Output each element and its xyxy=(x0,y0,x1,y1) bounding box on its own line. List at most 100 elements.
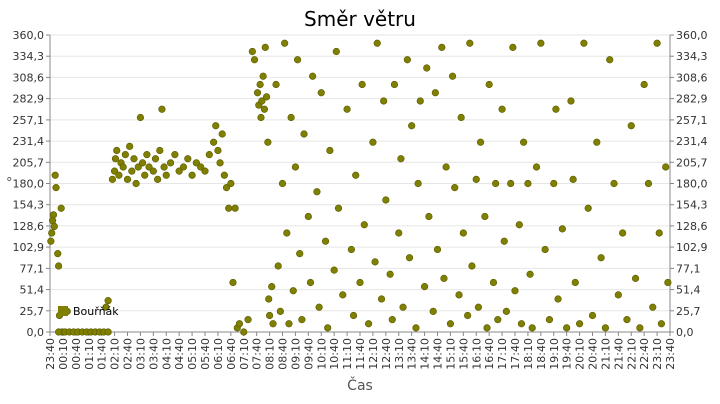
point xyxy=(425,212,433,221)
point xyxy=(262,93,271,101)
point xyxy=(259,72,267,80)
point xyxy=(429,307,437,315)
point xyxy=(371,258,379,266)
point xyxy=(515,221,523,229)
x-tick-label: 18:40 xyxy=(535,338,548,370)
x-tick-label: 15:10 xyxy=(444,338,457,370)
point xyxy=(334,204,343,212)
point xyxy=(134,163,142,171)
point xyxy=(104,328,112,336)
point xyxy=(343,105,351,113)
point xyxy=(269,320,277,328)
point xyxy=(102,303,110,311)
point xyxy=(386,270,394,278)
point xyxy=(492,179,500,188)
point xyxy=(558,225,566,233)
x-tick-label: 06:40 xyxy=(225,338,238,370)
point xyxy=(108,175,117,183)
point xyxy=(468,262,476,270)
y-tick-label: 360,0 xyxy=(13,29,45,42)
point xyxy=(205,151,213,159)
x-tick-label: 23:40 xyxy=(664,338,677,370)
point xyxy=(532,163,541,171)
x-tick-label: 18:10 xyxy=(522,338,535,370)
point xyxy=(494,316,502,324)
point xyxy=(281,39,289,47)
point xyxy=(412,324,420,332)
y-tick-label: 282,9 xyxy=(13,93,45,106)
y2-tick-label: 25,7 xyxy=(676,305,701,318)
point xyxy=(214,146,222,155)
y2-tick-label: 154,3 xyxy=(676,199,708,212)
x-tick-label: 03:10 xyxy=(134,338,147,370)
point xyxy=(390,80,399,89)
x-tick-label: 09:40 xyxy=(302,338,315,370)
point xyxy=(50,222,58,230)
y-tick-label: 180,0 xyxy=(13,178,45,191)
point xyxy=(610,179,618,188)
point xyxy=(253,89,262,97)
point xyxy=(156,146,164,155)
point xyxy=(614,291,622,299)
point xyxy=(283,229,291,237)
point xyxy=(104,297,112,305)
point xyxy=(571,278,579,287)
x-tick-label: 23:40 xyxy=(44,338,57,370)
point xyxy=(403,56,411,64)
point xyxy=(138,159,147,167)
point xyxy=(158,105,166,113)
point xyxy=(382,196,390,204)
point xyxy=(476,138,485,146)
y2-tick-label: 128,6 xyxy=(676,220,708,233)
point xyxy=(507,179,515,188)
point xyxy=(48,229,56,237)
point xyxy=(123,175,132,183)
point xyxy=(623,316,631,324)
x-tick-label: 20:10 xyxy=(574,338,587,370)
point xyxy=(640,80,648,89)
point xyxy=(149,167,157,175)
y-axis-label: ° xyxy=(6,176,13,191)
x-tick-label: 17:40 xyxy=(509,338,522,370)
x-tick-label: 19:40 xyxy=(561,338,574,370)
point xyxy=(296,250,304,258)
point xyxy=(235,320,244,328)
x-tick-label: 16:40 xyxy=(483,338,496,370)
point xyxy=(136,113,145,122)
point xyxy=(631,274,640,282)
point xyxy=(349,311,358,320)
point xyxy=(300,130,308,138)
point xyxy=(575,320,584,328)
y-tick-label: 51,4 xyxy=(20,284,45,297)
x-tick-label: 02:10 xyxy=(109,338,122,370)
x-tick-label: 07:10 xyxy=(238,338,251,370)
point xyxy=(520,138,528,146)
point xyxy=(332,47,340,56)
legend-swatch xyxy=(58,306,68,316)
point xyxy=(662,163,670,171)
point xyxy=(113,146,121,155)
point xyxy=(627,122,635,130)
point xyxy=(567,97,575,105)
point xyxy=(358,80,366,89)
y-tick-label: 154,3 xyxy=(13,199,45,212)
x-tick-label: 05:10 xyxy=(186,338,199,370)
point xyxy=(184,155,192,163)
point xyxy=(274,262,282,270)
x-tick-label: 21:40 xyxy=(612,338,625,370)
point xyxy=(489,278,498,287)
x-tick-label: 09:10 xyxy=(289,338,302,370)
point xyxy=(500,237,508,245)
x-tick-label: 20:40 xyxy=(587,338,600,370)
point xyxy=(326,146,334,155)
point xyxy=(258,97,266,105)
point xyxy=(324,324,332,332)
point xyxy=(264,138,272,146)
point xyxy=(619,229,627,237)
point xyxy=(373,39,381,47)
point xyxy=(151,155,160,163)
point xyxy=(52,184,60,192)
point xyxy=(502,307,510,315)
point xyxy=(483,324,491,332)
y2-tick-label: 51,4 xyxy=(676,284,701,297)
